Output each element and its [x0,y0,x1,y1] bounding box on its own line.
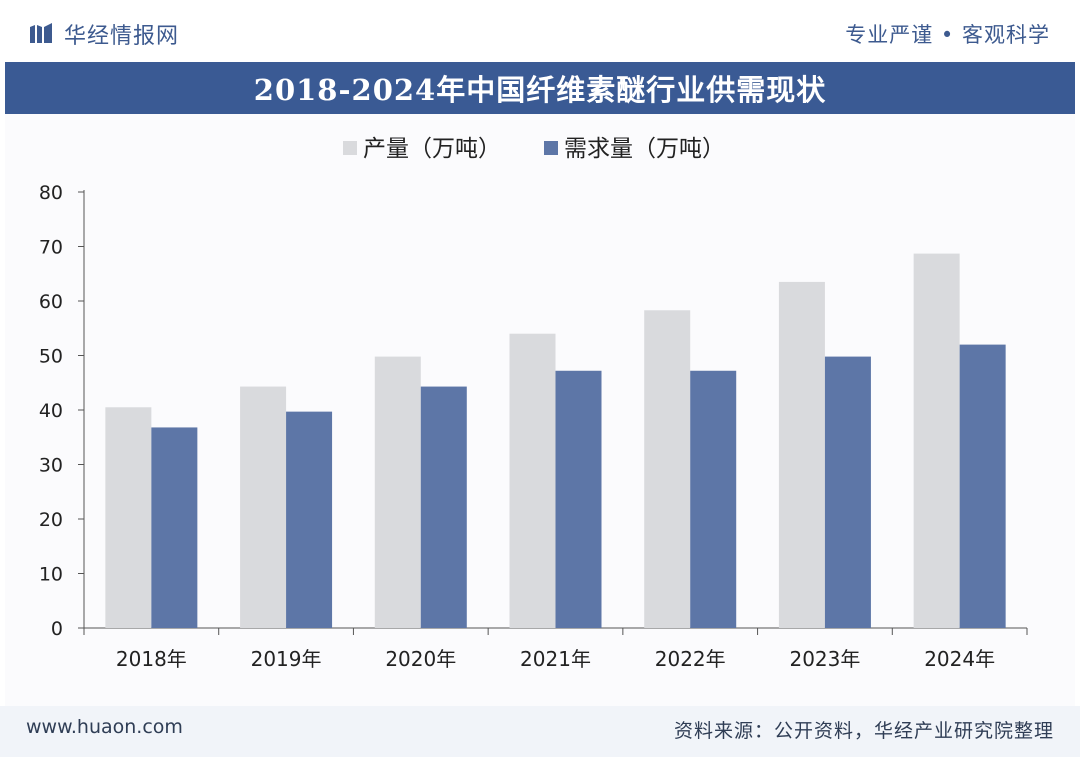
x-tick-label: 2019年 [251,647,322,671]
bar-demand-5 [690,370,737,628]
chart-title: 2018-2024年中国纤维素醚行业供需现状 [253,73,827,107]
brand-logo-icon [30,23,52,43]
y-tick-label: 80 [39,182,63,204]
legend-swatch-2 [544,141,558,155]
title-bar: 2018-2024年中国纤维素醚行业供需现状 [5,62,1075,114]
x-tick-label: 2023年 [789,647,860,671]
bar-demand-3 [420,386,467,628]
bar-production-1 [105,407,152,628]
bar-production-5 [644,310,691,628]
footer-source: 资料来源：公开资料，华经产业研究院整理 [673,720,1054,742]
bar-demand-7 [959,344,1006,628]
brand: 华经情报网 [30,18,179,50]
brand-name: 华经情报网 [64,24,180,49]
bar-production-6 [778,281,825,628]
footer: www.huaon.com 资料来源：公开资料，华经产业研究院整理 [0,706,1080,757]
x-tick-label: 2022年 [655,647,726,671]
bar-demand-6 [824,356,871,628]
y-tick-label: 70 [39,237,63,259]
slogan: 专业严谨 • 客观科学 [845,23,1050,47]
x-tick-label: 2018年 [116,647,187,671]
legend-label-2: 需求量（万吨） [564,136,725,162]
bar-demand-4 [555,370,602,628]
x-tick-label: 2020年 [385,647,456,671]
y-tick-label: 40 [39,400,63,422]
top-bar: 华经情报网 专业严谨 • 客观科学 [0,0,1080,62]
bar-production-2 [240,386,287,628]
legend-swatch-1 [343,141,357,155]
bar-production-7 [913,253,960,628]
bar-production-3 [374,356,421,628]
bar-production-4 [509,333,556,628]
x-tick-label: 2024年 [924,647,995,671]
x-tick-label: 2021年 [520,647,591,671]
footer-website[interactable]: www.huaon.com [26,716,183,738]
bar-chart: 产量（万吨） 需求量（万吨） 0 10 20 30 40 50 60 70 80 2018年 2019年… [39,136,1028,671]
y-tick-label: 20 [39,509,63,531]
chart-area: 产量（万吨） 需求量（万吨） 0 10 20 30 40 50 60 70 80 2018年 2019年… [5,114,1075,706]
y-tick-label: 50 [39,346,63,368]
y-tick-label: 10 [39,564,63,586]
legend-label-1: 产量（万吨） [363,136,501,162]
bar-demand-1 [151,427,198,628]
bar-demand-2 [286,411,333,628]
y-tick-label: 60 [39,291,63,313]
y-tick-label: 30 [39,455,63,477]
y-tick-label: 0 [51,618,63,640]
